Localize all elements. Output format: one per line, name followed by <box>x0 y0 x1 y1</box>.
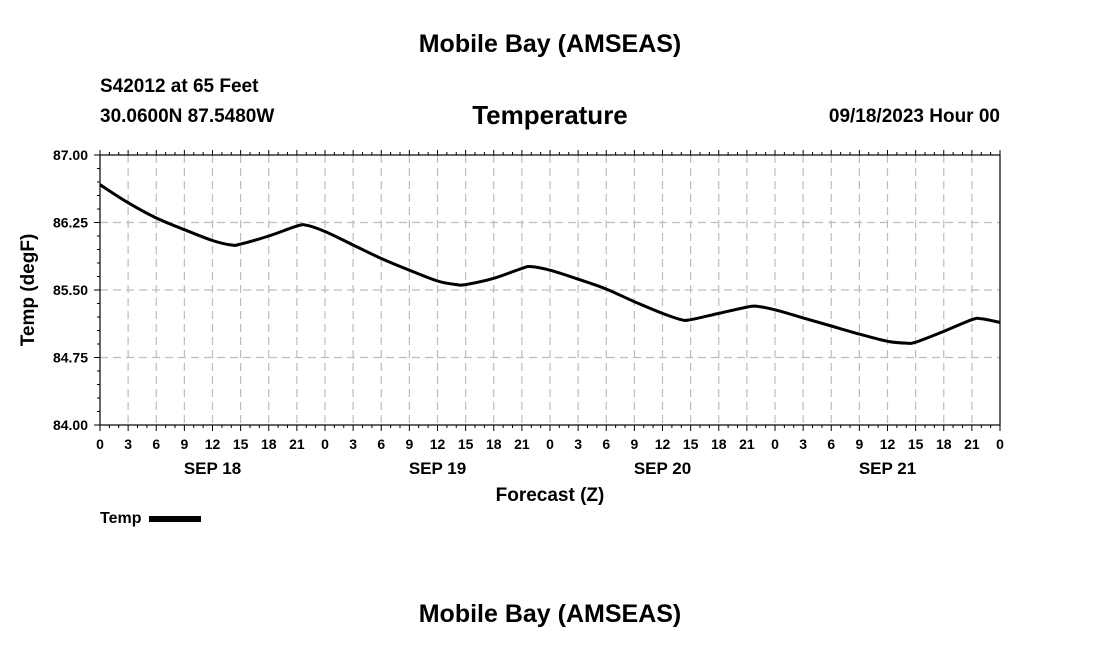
series-line-temp <box>99 183 1001 345</box>
chart-tick-labels: 0 3 6 9 12 15 18 21 0 3 6 9 12 15 18 21 0 3 6 9 12 15 18 21 0 3 6 9… <box>53 147 1004 478</box>
y-tick-label: 85.50 <box>53 282 88 298</box>
x-tick-label: 18 <box>936 436 952 452</box>
x-tick-label: 12 <box>655 436 671 452</box>
x-tick-label: 6 <box>152 436 160 452</box>
legend-label-temp: Temp <box>100 510 142 527</box>
x-tick-label: 21 <box>964 436 980 452</box>
x-tick-label: 6 <box>377 436 385 452</box>
day-label: SEP 20 <box>634 459 691 478</box>
x-tick-label: 12 <box>430 436 446 452</box>
coordinates-label: 30.0600N 87.5480W <box>100 106 275 127</box>
x-tick-label: 0 <box>771 436 779 452</box>
x-tick-label: 15 <box>458 436 474 452</box>
x-tick-label: 15 <box>908 436 924 452</box>
x-tick-label: 3 <box>574 436 582 452</box>
x-tick-label: 9 <box>855 436 863 452</box>
x-tick-label: 9 <box>405 436 413 452</box>
forecast-run-time: 09/18/2023 Hour 00 <box>828 106 1000 127</box>
x-tick-label: 21 <box>739 436 755 452</box>
x-tick-label: 12 <box>205 436 221 452</box>
page-title: Mobile Bay (AMSEAS) <box>418 30 682 58</box>
x-tick-label: 21 <box>514 436 530 452</box>
x-tick-label: 18 <box>486 436 502 452</box>
x-tick-label: 0 <box>996 436 1004 452</box>
x-tick-label: 12 <box>880 436 896 452</box>
legend-swatch-temp <box>149 516 202 522</box>
x-tick-label: 15 <box>683 436 699 452</box>
x-tick-label: 0 <box>96 436 104 452</box>
day-label: SEP 21 <box>859 459 916 478</box>
x-tick-label: 15 <box>233 436 249 452</box>
x-tick-label: 0 <box>321 436 329 452</box>
x-tick-label: 9 <box>180 436 188 452</box>
y-tick-label: 84.75 <box>53 350 88 366</box>
chart-title: Temperature <box>472 100 628 130</box>
legend: Temp <box>100 510 202 528</box>
x-tick-label: 9 <box>630 436 638 452</box>
station-label: S42012 at 65 Feet <box>100 76 259 97</box>
x-tick-label: 21 <box>289 436 305 452</box>
day-label: SEP 18 <box>184 459 241 478</box>
page-title-repeat: Mobile Bay (AMSEAS) <box>418 600 682 628</box>
x-axis-label: Forecast (Z) <box>496 485 605 506</box>
x-tick-label: 3 <box>799 436 807 452</box>
y-tick-label: 86.25 <box>53 215 88 231</box>
y-tick-label: 84.00 <box>53 417 88 433</box>
y-axis-label: Temp (degF) <box>18 234 39 347</box>
x-tick-label: 18 <box>711 436 727 452</box>
plot-frame <box>99 154 1001 426</box>
chart-grid <box>100 155 1000 425</box>
day-label: SEP 19 <box>409 459 466 478</box>
x-tick-label: 18 <box>261 436 277 452</box>
x-tick-label: 3 <box>349 436 357 452</box>
y-tick-label: 87.00 <box>53 147 88 163</box>
x-tick-label: 0 <box>546 436 554 452</box>
x-tick-label: 6 <box>827 436 835 452</box>
x-tick-label: 3 <box>124 436 132 452</box>
x-tick-label: 6 <box>602 436 610 452</box>
